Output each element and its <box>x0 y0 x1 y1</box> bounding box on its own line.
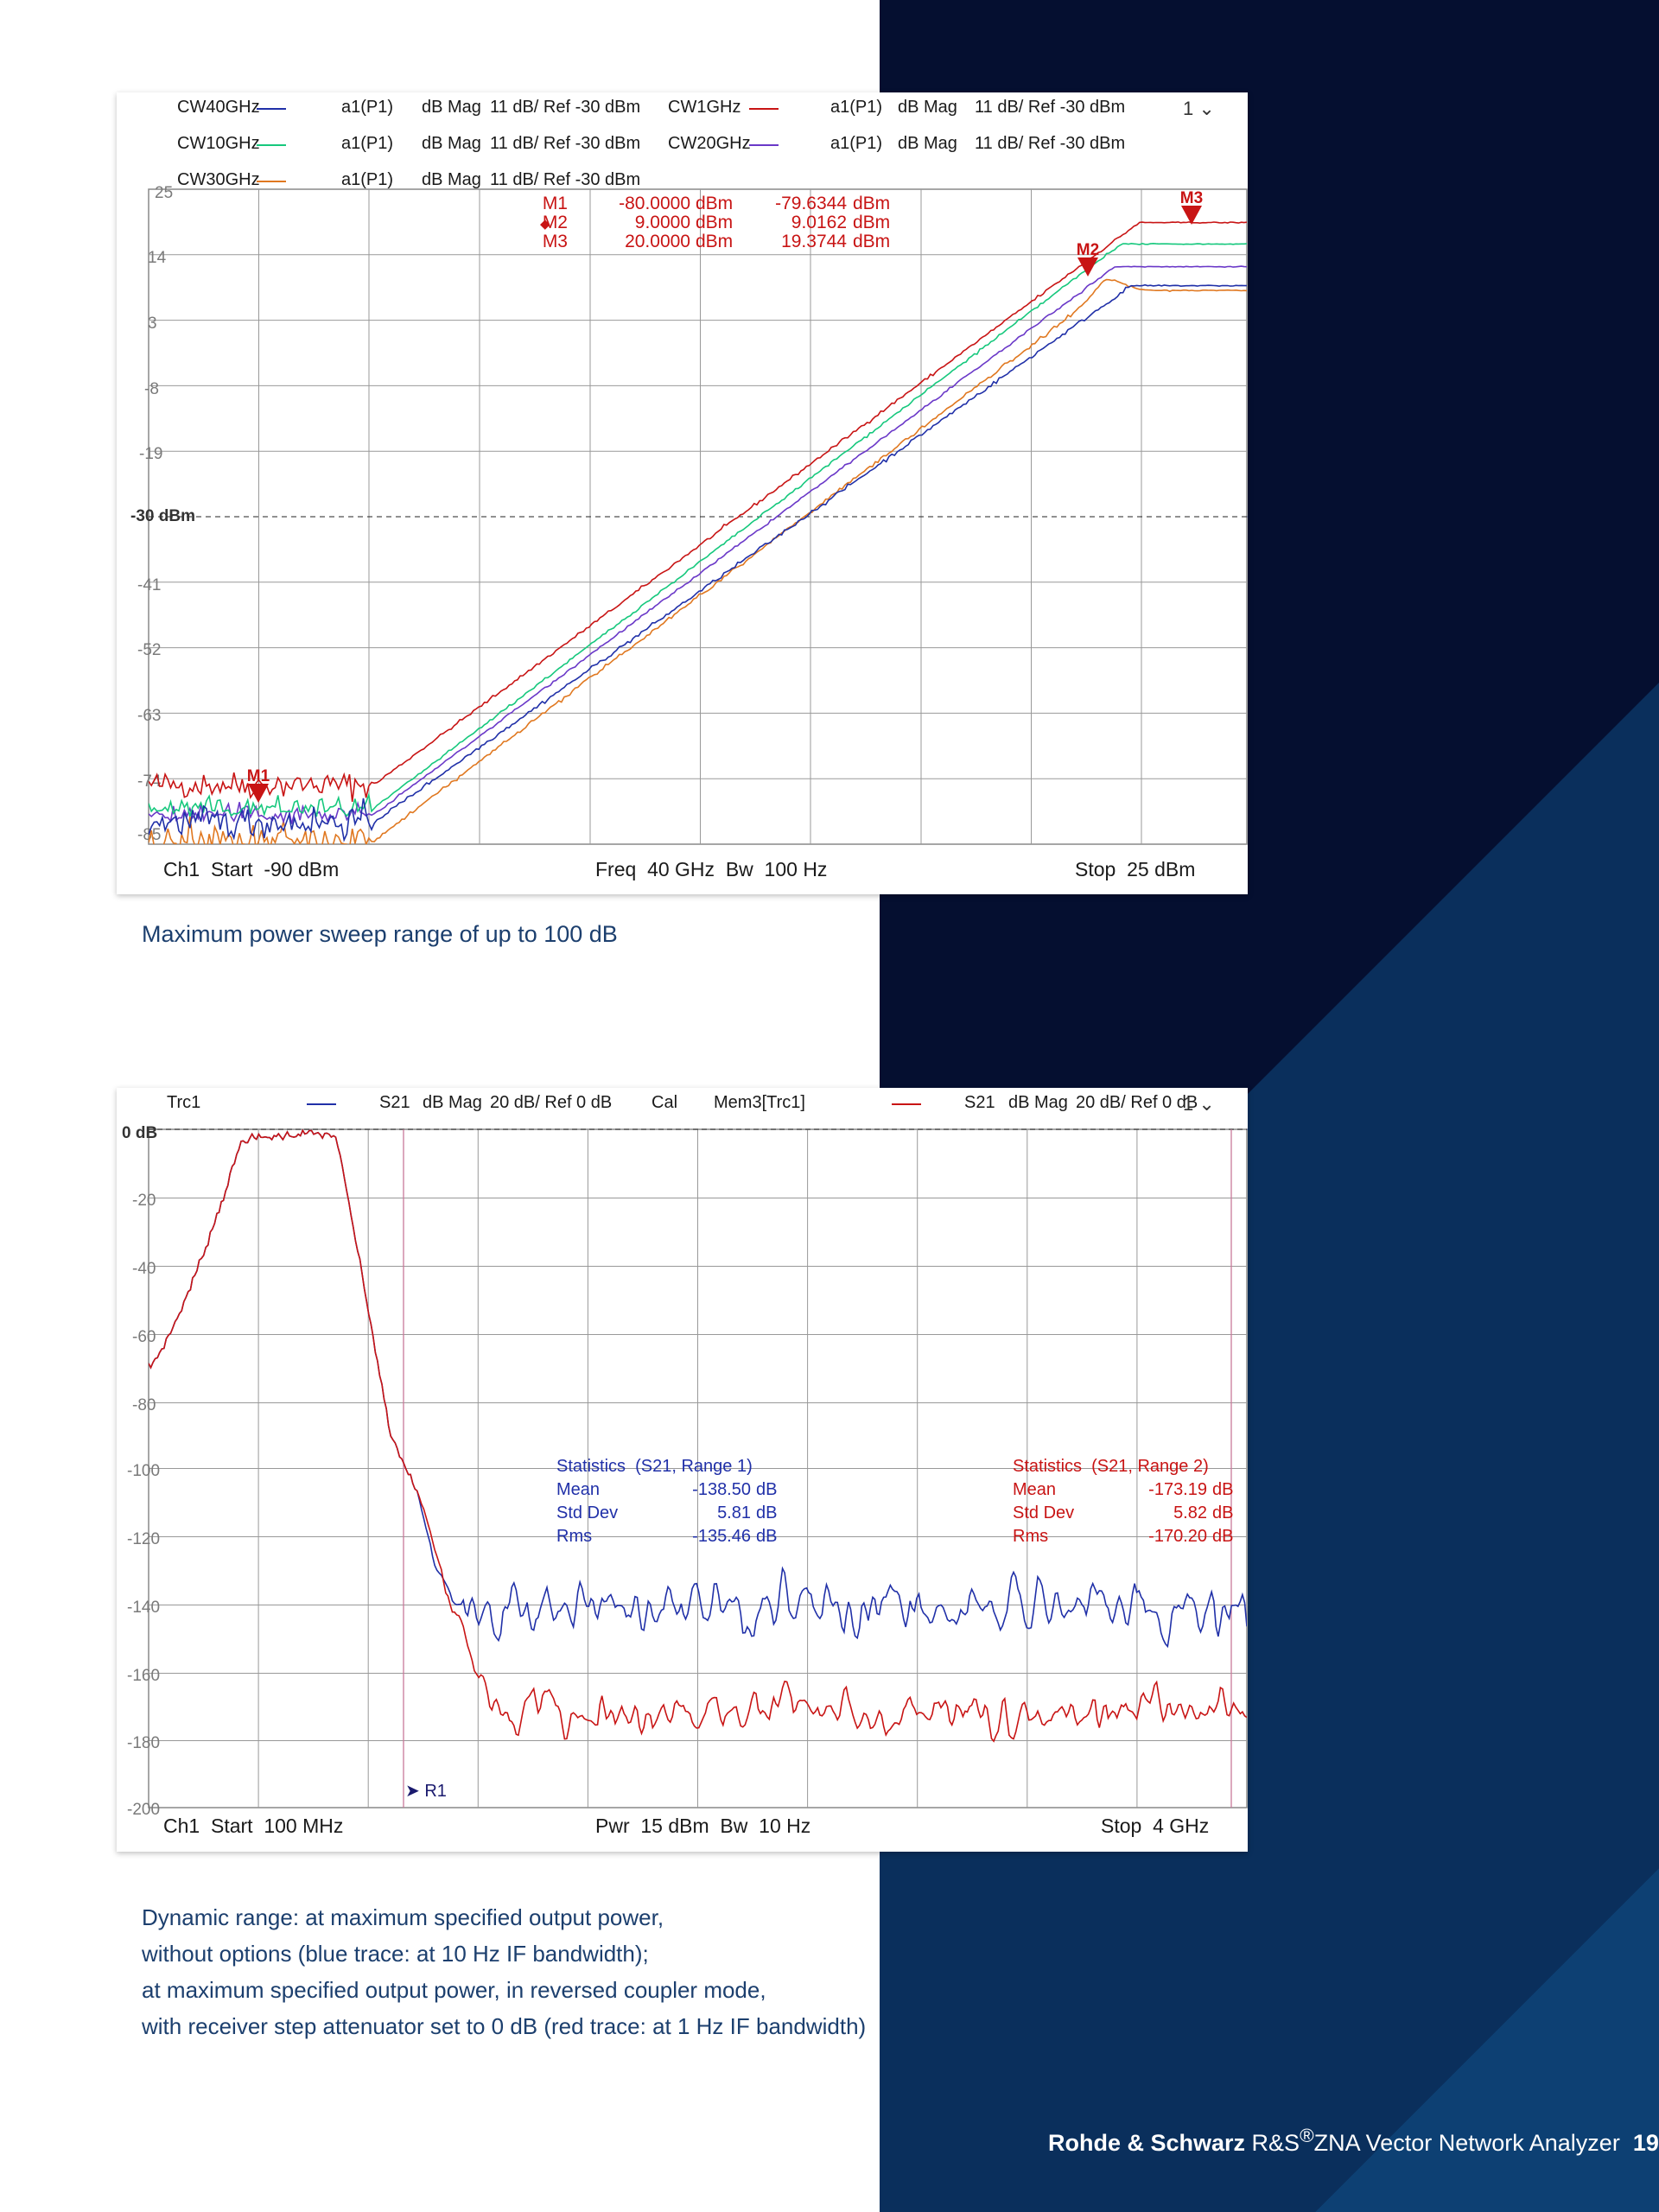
svg-text:-63: -63 <box>137 707 161 725</box>
svg-text:M1: M1 <box>543 194 568 213</box>
svg-text:-120: -120 <box>127 1530 160 1548</box>
svg-text:Rms: Rms <box>556 1527 592 1546</box>
svg-text:-80: -80 <box>132 1396 156 1414</box>
svg-text:dB: dB <box>1212 1480 1233 1499</box>
svg-text:-41: -41 <box>137 576 161 594</box>
svg-text:Std Dev: Std Dev <box>556 1503 618 1522</box>
svg-text:-160: -160 <box>127 1667 160 1685</box>
svg-text:dBm: dBm <box>853 213 890 232</box>
svg-text:dB: dB <box>756 1480 777 1499</box>
svg-text:Statistics (S21, Range 2): Statistics (S21, Range 2) <box>1013 1457 1209 1476</box>
svg-text:Std Dev: Std Dev <box>1013 1503 1074 1522</box>
svg-text:dBm: dBm <box>696 232 733 251</box>
svg-text:dBm: dBm <box>853 194 890 213</box>
svg-text:M3: M3 <box>1180 189 1203 207</box>
svg-text:-79.6344: -79.6344 <box>775 194 847 213</box>
svg-text:dB: dB <box>756 1503 777 1522</box>
svg-text:-200: -200 <box>127 1801 160 1819</box>
svg-text:14: 14 <box>148 249 167 267</box>
svg-text:-100: -100 <box>127 1462 160 1480</box>
svg-text:➤ R1: ➤ R1 <box>405 1782 447 1801</box>
svg-text:dB: dB <box>1212 1503 1233 1522</box>
svg-text:◆: ◆ <box>540 217 550 232</box>
svg-text:-180: -180 <box>127 1734 160 1752</box>
svg-text:20.0000: 20.0000 <box>625 232 690 251</box>
svg-text:-8: -8 <box>144 380 159 398</box>
svg-text:Mean: Mean <box>556 1480 600 1499</box>
svg-text:3: 3 <box>148 315 157 333</box>
svg-text:5.81: 5.81 <box>717 1503 751 1522</box>
svg-text:5.82: 5.82 <box>1173 1503 1207 1522</box>
svg-text:M2: M2 <box>1077 241 1099 259</box>
svg-text:25: 25 <box>155 184 173 202</box>
svg-text:0 dB: 0 dB <box>122 1124 157 1142</box>
svg-text:M1: M1 <box>247 767 270 785</box>
svg-text:dB: dB <box>756 1527 777 1546</box>
svg-text:-20: -20 <box>132 1192 156 1210</box>
svg-text:-138.50: -138.50 <box>692 1480 751 1499</box>
svg-text:dBm: dBm <box>696 194 733 213</box>
svg-text:-52: -52 <box>137 641 161 659</box>
svg-text:-30 dBm: -30 dBm <box>130 507 195 525</box>
svg-text:-80.0000: -80.0000 <box>619 194 690 213</box>
svg-text:-60: -60 <box>132 1328 156 1346</box>
svg-text:Mean: Mean <box>1013 1480 1056 1499</box>
svg-text:dBm: dBm <box>853 232 890 251</box>
svg-text:19.3744: 19.3744 <box>781 232 847 251</box>
svg-text:dB: dB <box>1212 1527 1233 1546</box>
svg-text:-40: -40 <box>132 1260 156 1278</box>
svg-text:-170.20: -170.20 <box>1148 1527 1207 1546</box>
svg-text:9.0000: 9.0000 <box>635 213 690 232</box>
svg-text:Rms: Rms <box>1013 1527 1048 1546</box>
svg-text:-135.46: -135.46 <box>692 1527 751 1546</box>
svg-text:M3: M3 <box>543 232 568 251</box>
svg-text:9.0162: 9.0162 <box>791 213 847 232</box>
svg-text:Statistics (S21, Range 1): Statistics (S21, Range 1) <box>556 1457 753 1476</box>
svg-text:-173.19: -173.19 <box>1148 1480 1207 1499</box>
svg-text:dBm: dBm <box>696 213 733 232</box>
svg-text:-140: -140 <box>127 1599 160 1617</box>
svg-text:-19: -19 <box>139 445 162 463</box>
